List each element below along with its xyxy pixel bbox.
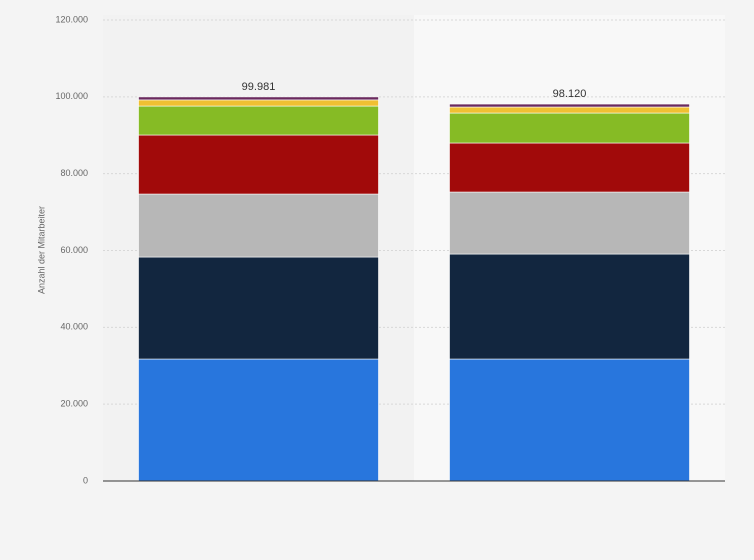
bar-segment xyxy=(138,105,379,136)
y-tick-label: 100.000 xyxy=(55,91,88,101)
bar-segment xyxy=(449,142,690,193)
y-tick-label: 0 xyxy=(83,475,88,485)
bar-segment xyxy=(138,256,379,360)
total-label: 99.981 xyxy=(242,81,276,93)
bar-segment xyxy=(449,253,690,360)
bar-segment xyxy=(449,103,690,108)
y-tick-label: 80.000 xyxy=(60,168,88,178)
y-axis-label: Anzahl der Mitarbeiter xyxy=(36,206,46,294)
bar-segment xyxy=(138,134,379,195)
bar-segment xyxy=(138,99,379,107)
bar-segment xyxy=(449,106,690,114)
bar-segment xyxy=(449,112,690,144)
bar-segment xyxy=(138,193,379,258)
y-tick-label: 40.000 xyxy=(60,322,88,332)
bar-segment xyxy=(449,191,690,255)
y-tick-label: 20.000 xyxy=(60,399,88,409)
y-tick-label: 60.000 xyxy=(60,245,88,255)
bar-segment xyxy=(449,358,690,482)
total-label: 98.120 xyxy=(553,88,587,100)
bar-segment xyxy=(138,96,379,101)
bar-segment xyxy=(138,358,379,482)
y-tick-label: 120.000 xyxy=(55,14,88,24)
